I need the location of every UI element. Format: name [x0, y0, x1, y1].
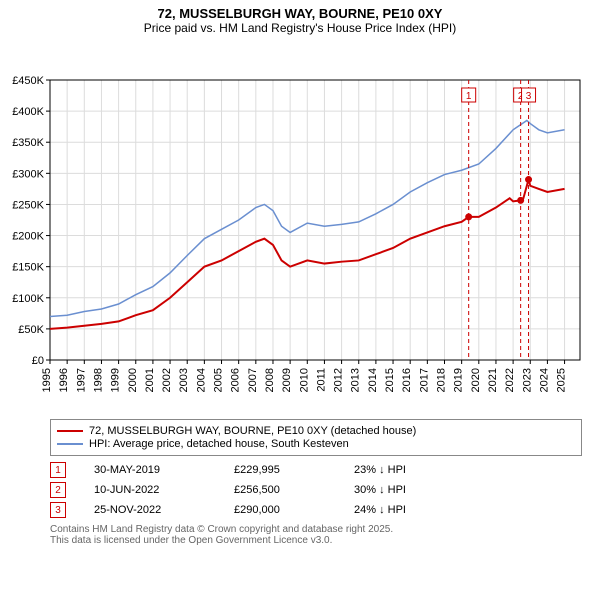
svg-text:2025: 2025 [556, 368, 568, 392]
event-number-box: 1 [50, 462, 66, 478]
legend-label: HPI: Average price, detached house, Sout… [89, 438, 349, 450]
legend-row: HPI: Average price, detached house, Sout… [57, 438, 575, 450]
title-line2: Price paid vs. HM Land Registry's House … [0, 21, 600, 35]
svg-text:2007: 2007 [247, 368, 259, 392]
svg-text:2017: 2017 [418, 368, 430, 392]
svg-text:1996: 1996 [58, 368, 70, 392]
event-row: 3 25-NOV-2022£290,00024% ↓ HPI [50, 502, 582, 518]
svg-text:2012: 2012 [333, 368, 345, 392]
legend-swatch [57, 443, 83, 445]
chart-container: 72, MUSSELBURGH WAY, BOURNE, PE10 0XY Pr… [0, 0, 600, 546]
svg-text:1998: 1998 [92, 368, 104, 392]
svg-text:2009: 2009 [281, 368, 293, 392]
footer-line1: Contains HM Land Registry data © Crown c… [50, 524, 582, 535]
svg-text:£100K: £100K [12, 293, 44, 305]
svg-text:2002: 2002 [161, 368, 173, 392]
svg-text:2006: 2006 [230, 368, 242, 392]
svg-text:2003: 2003 [178, 368, 190, 392]
svg-text:£450K: £450K [12, 75, 44, 87]
svg-text:2023: 2023 [521, 368, 533, 392]
event-date: 10-JUN-2022 [94, 484, 234, 496]
svg-text:2010: 2010 [298, 368, 310, 392]
svg-text:1995: 1995 [41, 368, 53, 392]
svg-text:£50K: £50K [18, 324, 44, 336]
svg-text:2021: 2021 [487, 368, 499, 392]
events-table: 1 30-MAY-2019£229,99523% ↓ HPI 2 10-JUN-202… [50, 462, 582, 518]
event-row: 2 10-JUN-2022£256,50030% ↓ HPI [50, 482, 582, 498]
event-date: 30-MAY-2019 [94, 464, 234, 476]
event-number-box: 3 [50, 502, 66, 518]
svg-text:1997: 1997 [75, 368, 87, 392]
svg-text:£200K: £200K [12, 231, 44, 243]
svg-text:2000: 2000 [127, 368, 139, 392]
svg-text:£300K: £300K [12, 168, 44, 180]
svg-text:2015: 2015 [384, 368, 396, 392]
event-price: £229,995 [234, 464, 354, 476]
svg-text:2013: 2013 [350, 368, 362, 392]
legend: 72, MUSSELBURGH WAY, BOURNE, PE10 0XY (d… [50, 419, 582, 456]
svg-text:1: 1 [466, 91, 472, 102]
svg-text:2018: 2018 [435, 368, 447, 392]
title-line1: 72, MUSSELBURGH WAY, BOURNE, PE10 0XY [0, 6, 600, 21]
legend-row: 72, MUSSELBURGH WAY, BOURNE, PE10 0XY (d… [57, 425, 575, 437]
svg-text:2008: 2008 [264, 368, 276, 392]
svg-text:2001: 2001 [144, 368, 156, 392]
event-number-box: 2 [50, 482, 66, 498]
svg-text:£400K: £400K [12, 106, 44, 118]
footer-attribution: Contains HM Land Registry data © Crown c… [50, 524, 582, 546]
svg-text:2011: 2011 [315, 368, 327, 392]
svg-text:3: 3 [526, 91, 532, 102]
event-price: £256,500 [234, 484, 354, 496]
event-row: 1 30-MAY-2019£229,99523% ↓ HPI [50, 462, 582, 478]
svg-text:£150K: £150K [12, 262, 44, 274]
svg-text:£350K: £350K [12, 137, 44, 149]
svg-text:2022: 2022 [504, 368, 516, 392]
legend-swatch [57, 430, 83, 432]
svg-text:2014: 2014 [367, 368, 379, 392]
price-chart: £0 £50K £100K £150K £200K £250K £300K £350K £400… [0, 35, 600, 415]
footer-line2: This data is licensed under the Open Gov… [50, 535, 582, 546]
svg-text:2005: 2005 [213, 368, 225, 392]
event-date: 25-NOV-2022 [94, 504, 234, 516]
svg-text:2004: 2004 [195, 368, 207, 392]
svg-text:1999: 1999 [110, 368, 122, 392]
event-diff: 23% ↓ HPI [354, 464, 474, 476]
svg-text:2020: 2020 [470, 368, 482, 392]
svg-text:2019: 2019 [453, 368, 465, 392]
event-diff: 30% ↓ HPI [354, 484, 474, 496]
svg-text:£0: £0 [32, 355, 44, 367]
legend-label: 72, MUSSELBURGH WAY, BOURNE, PE10 0XY (d… [89, 425, 416, 437]
svg-text:2024: 2024 [538, 368, 550, 392]
title-block: 72, MUSSELBURGH WAY, BOURNE, PE10 0XY Pr… [0, 0, 600, 35]
event-diff: 24% ↓ HPI [354, 504, 474, 516]
svg-text:£250K: £250K [12, 199, 44, 211]
svg-text:2016: 2016 [401, 368, 413, 392]
event-price: £290,000 [234, 504, 354, 516]
